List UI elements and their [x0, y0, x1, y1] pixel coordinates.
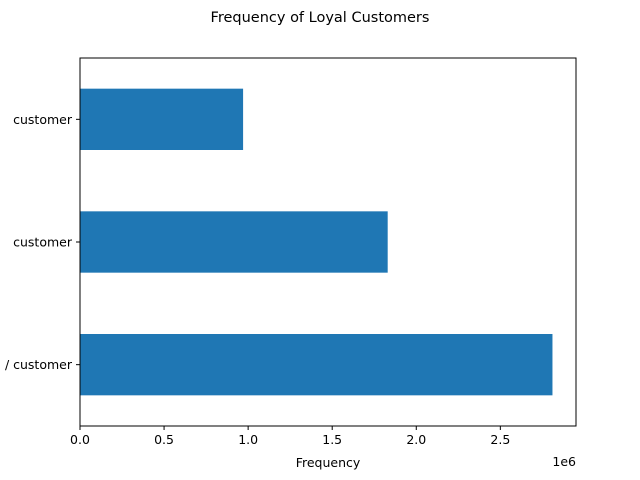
bar-2: [80, 334, 553, 396]
chart-title: Frequency of Loyal Customers: [211, 10, 430, 26]
x-axis-label: Frequency: [296, 455, 361, 470]
x-tick-label-2: 1.0: [238, 432, 258, 447]
x-axis-offset-label: 1e6: [552, 454, 576, 469]
y-tick-label-0: customer: [13, 112, 73, 127]
bars-group: [80, 88, 553, 396]
plot-frame: [79, 57, 577, 427]
x-tick-label-5: 2.5: [490, 432, 510, 447]
bar-0: [80, 88, 244, 150]
y-axis: customer customer / customer: [5, 112, 80, 372]
x-tick-label-0: 0.0: [70, 432, 90, 447]
y-tick-label-2: / customer: [5, 357, 73, 372]
x-tick-label-3: 1.5: [322, 432, 342, 447]
x-tick-label-1: 0.5: [154, 432, 174, 447]
x-tick-label-4: 2.0: [406, 432, 426, 447]
x-axis: 0.0 0.5 1.0 1.5 2.0 2.5: [70, 426, 510, 447]
bar-1: [80, 211, 388, 273]
y-tick-label-1: customer: [13, 235, 73, 250]
